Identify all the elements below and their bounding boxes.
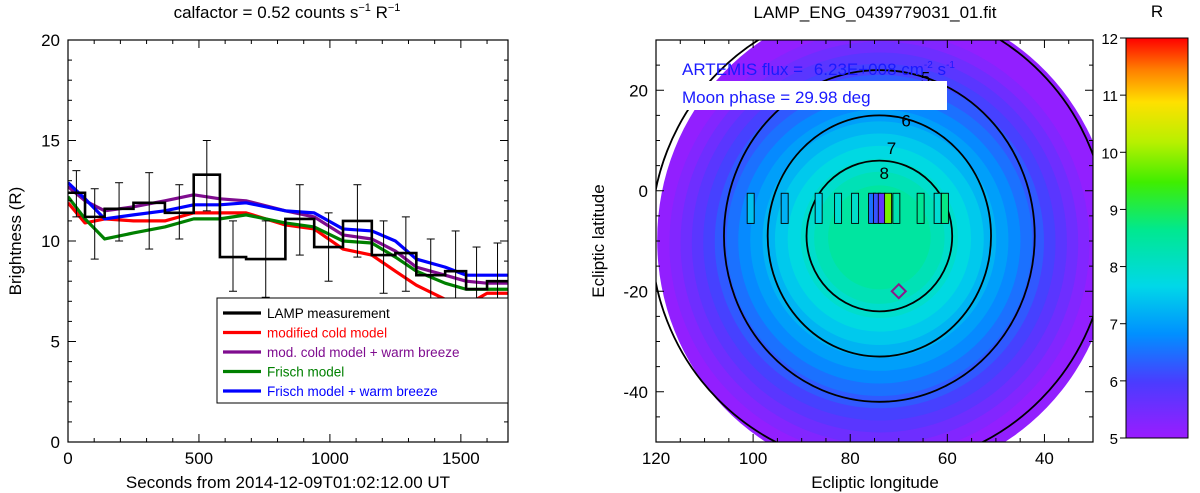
x-tick-label: 1500 <box>442 449 480 468</box>
right-plot-area: 5 67 8 <box>656 40 1093 442</box>
observation-pixel <box>892 192 901 224</box>
left-chart: calfactor = 0.52 counts s−1 R−1 0 500 1000… <box>6 2 509 492</box>
contour-6 <box>723 69 1036 403</box>
colorbar-tick-label: 5 <box>1110 431 1118 448</box>
contour-label-6: 6 <box>901 111 910 130</box>
legend-label-1: LAMP measurement <box>267 306 390 321</box>
y-tick-label: 0 <box>639 182 648 201</box>
y-tick-label: 10 <box>41 232 60 251</box>
right-chart: LAMP_ENG_0439779031_01.fit 5 67 8 120 100 80… <box>589 3 1094 492</box>
left-y-axis-label: Brightness (R) <box>6 187 25 296</box>
annotation-box <box>678 81 947 110</box>
y-tick-label: 20 <box>41 31 60 50</box>
right-x-axis: 120 100 80 60 40 <box>642 40 1070 468</box>
left-y-axis: 0 5 10 15 20 <box>41 31 508 452</box>
y-tick-label: 0 <box>51 433 60 452</box>
contour-label-7: 7 <box>887 139 896 158</box>
colorbar-tick-label: 11 <box>1102 88 1118 105</box>
observation-pixel <box>780 192 789 224</box>
right-chart-title: LAMP_ENG_0439779031_01.fit <box>754 3 997 22</box>
left-title-main: calfactor = 0.52 counts s <box>174 3 359 22</box>
observation-pixel <box>933 192 942 224</box>
x-tick-label: 500 <box>185 449 213 468</box>
annotation-flux-sup2: -1 <box>946 60 955 71</box>
y-tick-label: -40 <box>623 383 648 402</box>
left-x-axis-label: Seconds from 2014-12-09T01:02:12.00 UT <box>126 473 450 492</box>
left-title-mid: R <box>371 3 388 22</box>
series-line-4 <box>68 181 508 277</box>
x-tick-label: 60 <box>938 449 957 468</box>
left-title-sup1: −1 <box>358 2 371 14</box>
colorbar-tick-label: 6 <box>1110 374 1118 391</box>
left-title-sup2: −1 <box>388 2 401 14</box>
x-tick-label: 0 <box>63 449 72 468</box>
x-tick-label: 120 <box>642 449 670 468</box>
x-tick-label: 100 <box>739 449 767 468</box>
contour-label-5: 5 <box>921 69 930 88</box>
annotation-flux: ARTEMIS flux = 6.23E+008 cm-2 s-1 <box>682 60 955 79</box>
series-line-2 <box>68 185 508 285</box>
y-tick-label: 5 <box>51 333 60 352</box>
contour-label-8: 8 <box>879 164 888 183</box>
right-y-axis: -40 -20 0 20 <box>623 64 1093 418</box>
colorbar-gradient <box>1125 37 1189 439</box>
left-x-axis: 0 500 1000 1500 <box>63 40 488 468</box>
colorbar-tick-label: 12 <box>1101 31 1118 48</box>
colorbar-ticks: 5 6 7 8 9 10 11 12 <box>1101 31 1126 448</box>
y-tick-label: 15 <box>41 132 60 151</box>
colorbar-tick-label: 8 <box>1110 260 1118 277</box>
observation-pixel <box>834 192 843 224</box>
legend-label-4: Frisch model <box>267 365 344 380</box>
annotation-flux-value: 6.23E+008 cm <box>814 60 924 79</box>
legend-label-5: Frisch model + warm breeze <box>267 384 438 399</box>
observation-pixel <box>884 192 893 224</box>
x-tick-label: 1000 <box>311 449 349 468</box>
colorbar-tick-label: 9 <box>1110 202 1118 219</box>
left-chart-title: calfactor = 0.52 counts s−1 R−1 <box>174 2 401 22</box>
left-plot-area <box>68 140 508 330</box>
annotation-flux-sup1: -2 <box>924 60 933 71</box>
right-x-axis-label: Ecliptic longitude <box>811 473 939 492</box>
observation-pixel <box>851 192 860 224</box>
y-tick-label: -20 <box>623 282 648 301</box>
colorbar-tick-label: 7 <box>1110 317 1118 334</box>
contour-8 <box>805 159 954 313</box>
legend: LAMP measurement modified cold model mod. … <box>216 297 509 404</box>
observation-pixel <box>814 192 823 224</box>
contour-7 <box>766 114 992 358</box>
colorbar-tick-label: 10 <box>1101 145 1118 162</box>
y-tick-label: 20 <box>629 81 648 100</box>
x-tick-label: 80 <box>841 449 860 468</box>
observation-pixel <box>940 192 949 224</box>
marker-diamond <box>890 282 908 300</box>
observation-pixel <box>916 192 925 224</box>
legend-label-2: modified cold model <box>267 326 387 341</box>
colorbar: R 5 6 7 8 9 10 11 12 <box>1101 2 1189 448</box>
left-clip-group <box>68 140 508 330</box>
legend-box <box>216 297 509 404</box>
annotation-moon-phase: Moon phase = 29.98 deg <box>682 88 871 107</box>
observation-pixel <box>746 192 755 224</box>
right-y-axis-label: Ecliptic latitude <box>589 184 608 297</box>
annotation-flux-mid: s <box>933 60 946 79</box>
colorbar-label: R <box>1151 2 1163 21</box>
x-tick-label: 40 <box>1035 449 1054 468</box>
legend-label-3: mod. cold model + warm breeze <box>267 345 459 360</box>
annotation-flux-label: ARTEMIS flux = <box>682 60 808 79</box>
